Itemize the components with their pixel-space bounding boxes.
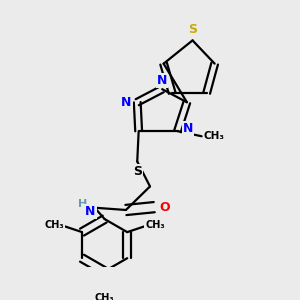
Text: N: N — [157, 74, 167, 87]
Text: S: S — [133, 165, 142, 178]
Text: N: N — [121, 96, 132, 109]
Text: CH₃: CH₃ — [95, 293, 114, 300]
Text: N: N — [183, 122, 194, 135]
Text: CH₃: CH₃ — [204, 131, 225, 141]
Text: CH₃: CH₃ — [145, 220, 165, 230]
Text: O: O — [160, 201, 170, 214]
Text: S: S — [188, 23, 197, 36]
Text: N: N — [85, 205, 96, 218]
Text: CH₃: CH₃ — [44, 220, 64, 230]
Text: H: H — [78, 199, 87, 209]
